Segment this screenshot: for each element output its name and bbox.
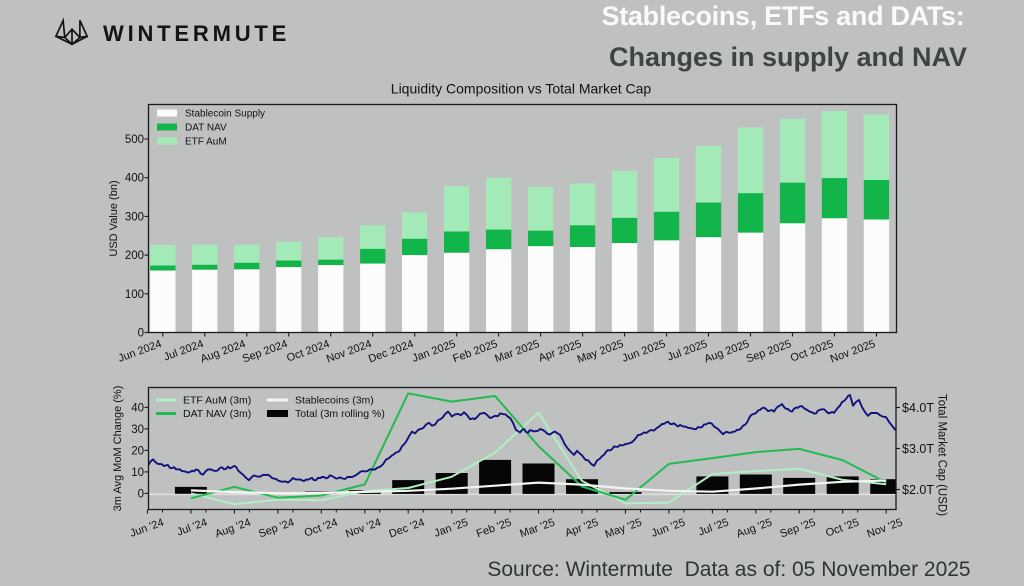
svg-text:500: 500 [125,134,144,146]
svg-text:0: 0 [138,488,144,500]
svg-text:Stablecoins (3m): Stablecoins (3m) [295,395,374,407]
svg-text:ETF AuM: ETF AuM [185,137,227,148]
svg-text:Total Market Cap (USD): Total Market Cap (USD) [936,394,948,516]
svg-text:30: 30 [131,424,144,436]
svg-text:DAT NAV (3m): DAT NAV (3m) [183,408,251,420]
svg-text:10: 10 [131,467,144,479]
svg-text:$2.0T: $2.0T [902,483,934,497]
svg-text:ETF AuM (3m): ETF AuM (3m) [183,395,251,407]
svg-text:WINTERMUTE: WINTERMUTE [103,21,290,46]
svg-text:DAT NAV: DAT NAV [185,123,227,134]
svg-text:0: 0 [138,328,144,340]
svg-text:USD Value (bn): USD Value (bn) [108,180,120,256]
svg-text:Total (3m rolling %): Total (3m rolling %) [295,408,385,420]
svg-text:20: 20 [131,445,144,457]
svg-text:Changes in supply and NAV: Changes in supply and NAV [609,42,967,72]
svg-text:Stablecoins, ETFs and DATs:: Stablecoins, ETFs and DATs: [602,1,965,31]
svg-text:Source: Wintermute Data as of: Source: Wintermute Data as of: 05 Novemb… [487,558,970,581]
svg-text:400: 400 [125,173,144,185]
svg-text:300: 300 [125,211,144,223]
svg-text:100: 100 [125,289,144,301]
svg-text:40: 40 [131,402,144,414]
svg-text:$4.0T: $4.0T [902,401,934,415]
svg-text:Stablecoin Supply: Stablecoin Supply [185,109,265,120]
svg-text:$3.0T: $3.0T [902,442,934,456]
svg-text:200: 200 [125,250,144,262]
svg-text:Liquidity Composition vs Total: Liquidity Composition vs Total Market Ca… [391,81,652,97]
svg-text:3m Avg MoM Change (%): 3m Avg MoM Change (%) [112,386,124,512]
